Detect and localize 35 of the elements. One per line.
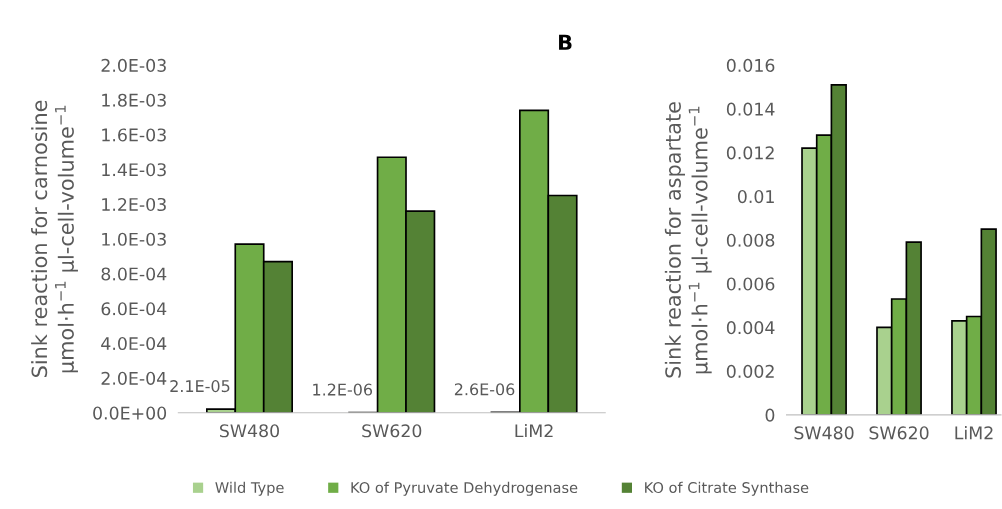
y-tick-label: 0.006 [726,277,775,291]
y-tick-label: 8.0E-04 [101,267,167,281]
x-tick-label: SW620 [362,424,422,438]
y-axis-title: Sink reaction for carnosine µmol·h$^{−1}$ µl-cell-volume$^{−1}$ [31,100,78,378]
chart-title: B [559,34,572,50]
legend-label: KO of Citrate Synthase [645,481,809,496]
x-tick-label: LiM2 [955,425,993,440]
y-tick-label: 0.012 [726,146,774,160]
x-tick-label: SW620 [869,426,929,440]
x-tick-label: SW480 [794,426,854,440]
y-tick-label: 1.4E-03 [102,163,166,177]
y-tick-label: 0.0E+00 [93,406,167,420]
x-tick-label: SW480 [219,424,280,438]
y-tick-label: 1.8E-03 [102,93,166,107]
y-tick-label: 0.01 [737,189,774,204]
y-axis-title: Sink reaction for aspartate µmol·h$^{−1}$ µl-cell-volume$^{−1}$ [664,102,712,378]
legend-label: Wild Type [215,481,284,496]
y-tick-label: 2.0E-04 [101,371,167,385]
y-tick-label: 6.0E-04 [101,302,167,316]
y-tick-label: 0.008 [726,233,775,247]
y-tick-label: 0.014 [726,102,775,116]
y-tick-label: 0.002 [726,364,774,378]
x-tick-label: LiM2 [515,423,553,438]
y-tick-label: 4.0E-04 [101,336,167,351]
y-tick-label: 0.016 [726,58,775,72]
y-tick-label: 1.6E-03 [102,128,166,142]
data-label: 2.1E-05 [170,380,230,393]
y-tick-label: 2.0E-03 [101,58,166,72]
legend-label: KO of Pyruvate Dehydrogenase [351,481,578,496]
y-tick-label: 0 [765,408,775,422]
y-tick-label: 1.0E-03 [102,232,166,246]
data-label: 2.6E-06 [454,383,515,396]
data-label: 1.2E-06 [313,383,373,396]
y-tick-label: 0.004 [726,321,775,335]
y-tick-label: 1.2E-03 [102,197,166,212]
